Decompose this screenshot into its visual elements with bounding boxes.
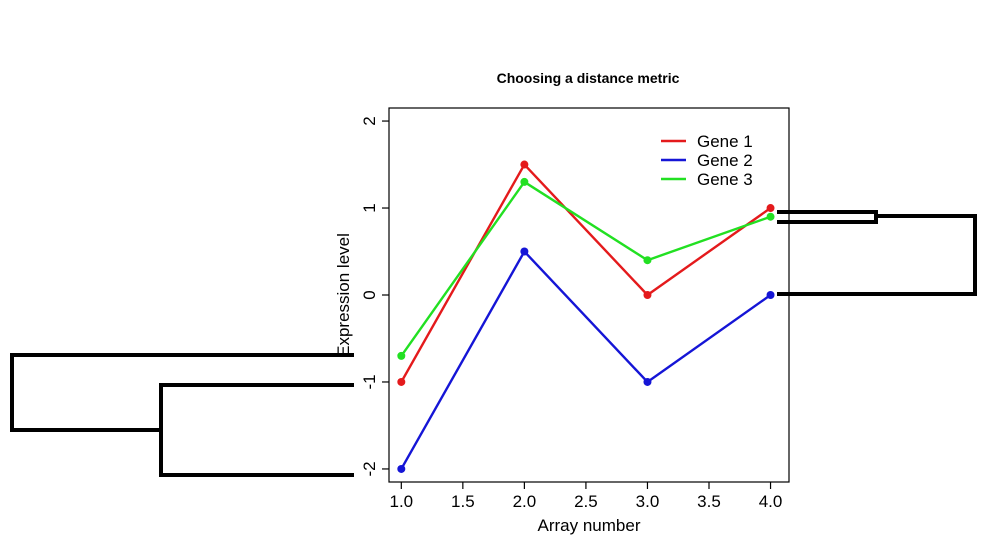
dendrogram-right-branch-b <box>777 214 977 296</box>
series-3-point <box>643 256 652 265</box>
chart-title: Choosing a distance metric <box>497 70 680 86</box>
series-3-point <box>520 177 529 186</box>
series-1-point <box>643 291 652 299</box>
x-tick-label: 1.0 <box>389 492 413 511</box>
series-2-point <box>520 247 529 256</box>
series-line-3 <box>400 180 771 357</box>
dendrogram-right <box>777 210 977 296</box>
dendrogram-left-branch-b <box>159 383 354 477</box>
series-line-1 <box>400 163 772 383</box>
series-1-point <box>766 204 775 213</box>
series-2-point <box>766 291 775 299</box>
x-tick-label: 2.0 <box>513 492 537 511</box>
y-axis-label: Expression level <box>334 233 353 357</box>
x-axis-label: Array number <box>538 516 641 535</box>
y-tick-label: 1 <box>360 203 379 212</box>
dendrogram-left-branch-a <box>10 353 354 432</box>
series-layer <box>397 160 775 473</box>
series-2-point <box>397 464 406 473</box>
series-1-point <box>397 377 406 386</box>
x-tick-label: 3.0 <box>636 492 660 511</box>
x-tick-label: 1.5 <box>451 492 475 511</box>
series-2-point <box>643 377 652 386</box>
y-tick-label: -2 <box>360 461 379 476</box>
legend-label: Gene 3 <box>697 170 753 189</box>
x-tick-label: 2.5 <box>574 492 598 511</box>
x-axis: 1.0 1.5 2.0 2.5 3.0 3.5 4.0 <box>389 482 782 511</box>
legend-label: Gene 2 <box>697 151 753 170</box>
dendrogram-left <box>10 353 354 477</box>
y-axis: -2 -1 0 1 2 <box>360 116 389 477</box>
series-1-point <box>520 160 529 169</box>
y-tick-label: -1 <box>360 374 379 389</box>
y-tick-label: 2 <box>360 116 379 125</box>
y-tick-label: 0 <box>360 290 379 299</box>
legend-label: Gene 1 <box>697 132 753 151</box>
x-tick-label: 3.5 <box>697 492 721 511</box>
x-tick-label: 4.0 <box>759 492 783 511</box>
series-3-point <box>766 212 775 221</box>
dendrogram-right-branch-a <box>777 210 878 224</box>
series-line-2 <box>400 250 772 470</box>
series-3-point <box>397 351 406 360</box>
